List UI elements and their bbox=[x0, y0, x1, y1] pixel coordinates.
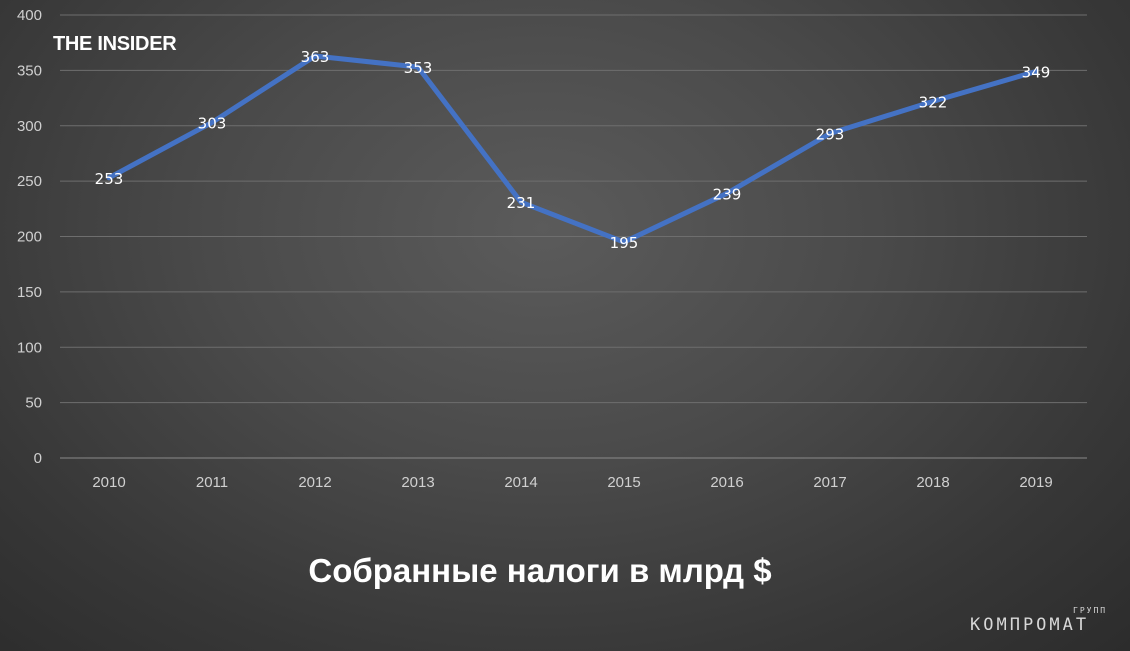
data-label: 253 bbox=[95, 170, 124, 188]
x-tick-label: 2012 bbox=[298, 474, 331, 491]
y-tick-label: 200 bbox=[17, 229, 42, 246]
brand-logo-text: THE INSIDER bbox=[53, 33, 177, 55]
gridlines bbox=[60, 14, 1087, 459]
chart-title: Собранные налоги в млрд $ bbox=[308, 552, 772, 589]
data-label: 363 bbox=[301, 48, 330, 66]
y-tick-label: 300 bbox=[17, 118, 42, 135]
data-label: 349 bbox=[1022, 63, 1051, 81]
y-tick-label: 100 bbox=[17, 339, 42, 356]
y-tick-label: 250 bbox=[17, 173, 42, 190]
data-label: 231 bbox=[507, 194, 536, 212]
data-labels: 253 303 363 353 231 195 239 293 322 349 bbox=[95, 48, 1051, 252]
data-label: 303 bbox=[198, 114, 227, 132]
y-axis-tick-labels: 0 50 100 150 200 250 300 350 400 bbox=[17, 7, 42, 467]
series-line-0 bbox=[106, 53, 1039, 245]
y-tick-label: 150 bbox=[17, 284, 42, 301]
watermark-sub-text: ГРУПП bbox=[1073, 606, 1108, 615]
y-tick-label: 0 bbox=[34, 450, 42, 467]
x-tick-label: 2018 bbox=[916, 474, 949, 491]
x-tick-label: 2010 bbox=[92, 474, 125, 491]
x-tick-label: 2013 bbox=[401, 474, 434, 491]
x-tick-label: 2011 bbox=[196, 474, 228, 491]
data-label: 353 bbox=[404, 59, 433, 77]
x-tick-label: 2014 bbox=[504, 474, 537, 491]
series-lines bbox=[106, 53, 1039, 245]
x-tick-label: 2015 bbox=[607, 474, 640, 491]
x-axis-tick-labels: 2010 2011 2012 2013 2014 2015 2016 2017 2018 2019 bbox=[92, 474, 1052, 491]
watermark-logo: ГРУПП КОМПРОМАТ bbox=[970, 606, 1120, 646]
data-label: 322 bbox=[919, 93, 948, 111]
x-tick-label: 2016 bbox=[710, 474, 743, 491]
y-tick-label: 400 bbox=[17, 7, 42, 24]
y-tick-label: 50 bbox=[25, 395, 42, 412]
x-tick-label: 2019 bbox=[1019, 474, 1052, 491]
data-label: 293 bbox=[816, 126, 845, 144]
data-label: 195 bbox=[610, 234, 639, 252]
data-label: 239 bbox=[713, 185, 742, 203]
y-tick-label: 350 bbox=[17, 62, 42, 79]
watermark-main-text: КОМПРОМАТ bbox=[970, 615, 1090, 635]
x-tick-label: 2017 bbox=[813, 474, 846, 491]
